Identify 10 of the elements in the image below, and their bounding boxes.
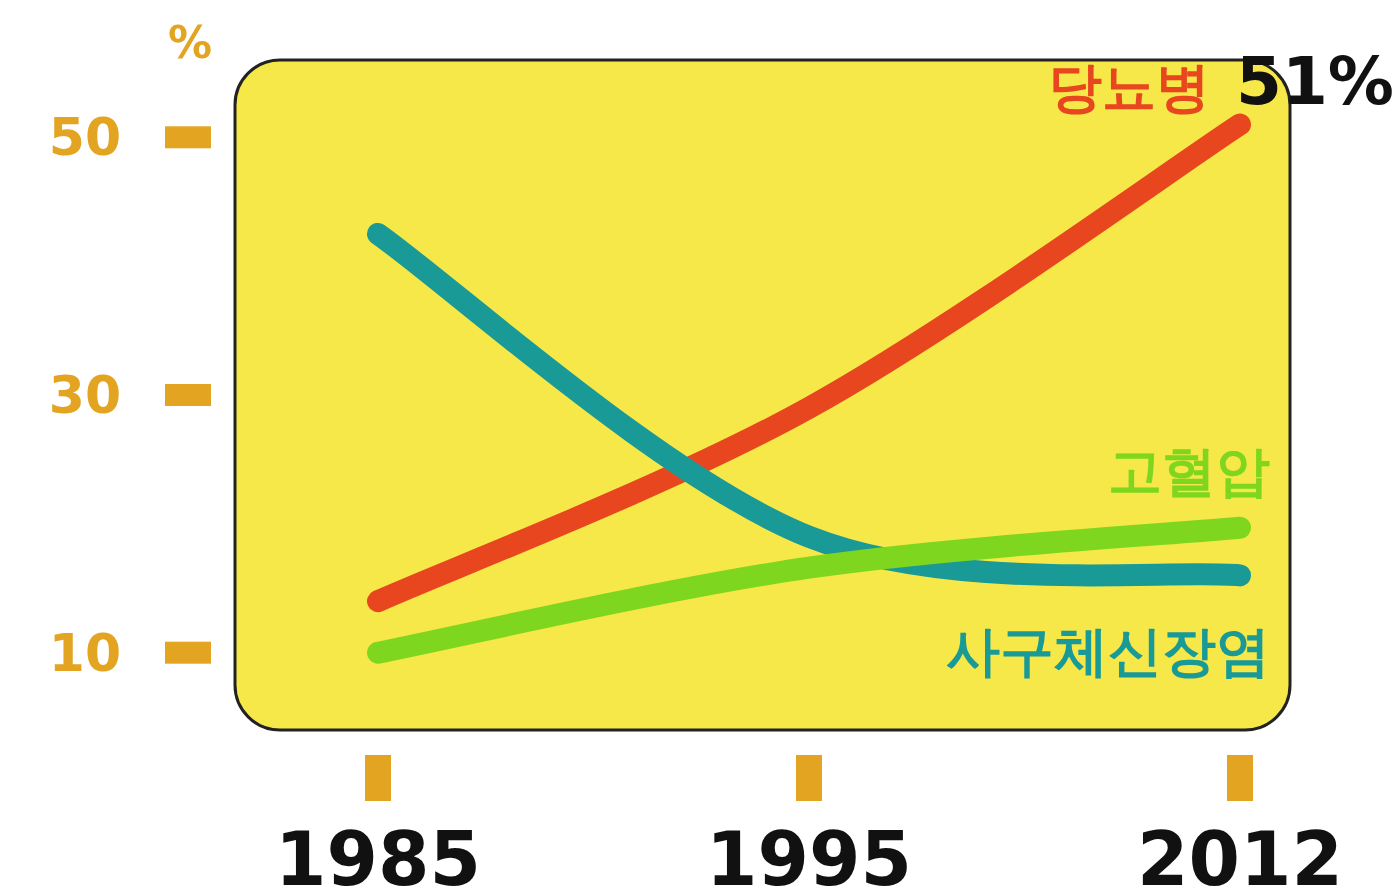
x-tick-label: 2012 xyxy=(1137,816,1343,894)
y-tick-label: 10 xyxy=(48,622,122,683)
series-label: 당뇨병 xyxy=(1048,56,1210,120)
x-tick-label: 1985 xyxy=(275,816,481,894)
y-tick-label: 30 xyxy=(48,365,122,425)
y-tick-label: 50 xyxy=(48,107,122,168)
x-tick-label: 1995 xyxy=(706,816,912,894)
series-label: 고혈압 xyxy=(1108,439,1270,503)
y-axis-title: % xyxy=(167,17,213,68)
series-label: 사구체신장염 xyxy=(946,620,1270,684)
